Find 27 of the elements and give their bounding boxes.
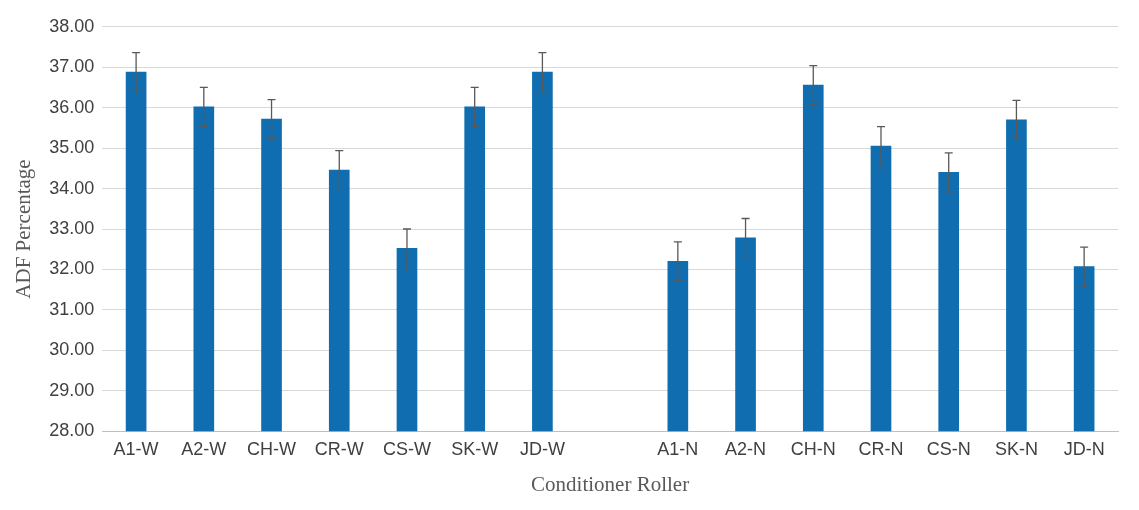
- x-tick-label: A1-W: [113, 438, 159, 459]
- y-tick-label: 30.00: [49, 339, 95, 360]
- x-tick-label: CS-W: [382, 438, 431, 459]
- x-tick-label: SK-N: [994, 438, 1038, 459]
- x-tick-label: A1-N: [657, 438, 699, 459]
- y-tick-label: 28.00: [49, 420, 95, 441]
- y-tick-label: 38.00: [49, 15, 95, 36]
- x-tick-label: CH-N: [790, 438, 836, 459]
- x-axis-title: Conditioner Roller: [531, 471, 690, 496]
- x-tick-label: JD-N: [1063, 438, 1105, 459]
- x-tick-label: SK-W: [451, 438, 499, 459]
- y-tick-label: 31.00: [49, 298, 95, 319]
- x-tick-label: CH-W: [247, 438, 297, 459]
- y-tick-label: 36.00: [49, 96, 95, 117]
- x-tick-label: CR-N: [858, 438, 904, 459]
- y-tick-label: 35.00: [49, 137, 95, 158]
- y-tick-label: 34.00: [49, 177, 95, 198]
- y-tick-label: 29.00: [49, 379, 95, 400]
- x-tick-label: CR-W: [314, 438, 364, 459]
- x-tick-label: A2-N: [725, 438, 767, 459]
- y-tick-label: 37.00: [49, 56, 95, 77]
- x-tick-label: A2-W: [181, 438, 227, 459]
- y-tick-label: 33.00: [49, 217, 95, 238]
- y-axis-title: ADF Percentage: [11, 159, 36, 299]
- x-tick-label: JD-W: [519, 438, 565, 459]
- x-tick-label: CS-N: [926, 438, 971, 459]
- y-tick-label: 32.00: [49, 258, 95, 279]
